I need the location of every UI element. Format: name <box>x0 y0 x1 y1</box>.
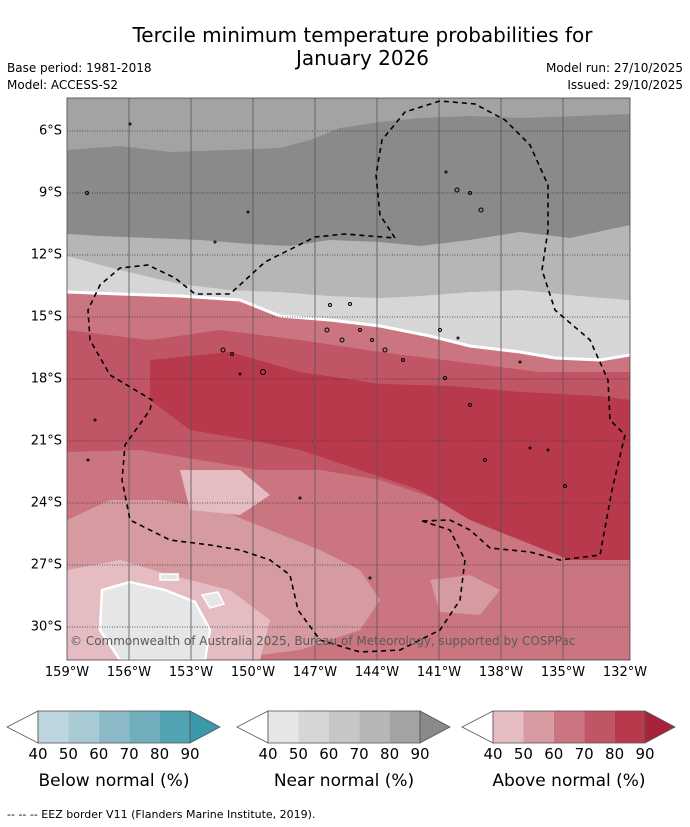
lat-tick: 30°S <box>30 619 62 635</box>
colorbar-above-upper-arrow <box>644 710 676 744</box>
model-run: Model run: 27/10/2025 <box>545 61 683 75</box>
cb-tick: 70 <box>349 745 369 763</box>
base-period: Base period: 1981-2018 <box>7 61 152 75</box>
lon-tick: 159°W <box>44 665 90 680</box>
lon-tick: 150°W <box>230 665 276 680</box>
colorbar-near-lower-arrow <box>236 710 269 744</box>
lon-tick: 135°W <box>540 665 586 680</box>
map-field <box>67 98 630 660</box>
colorbar-above-seg <box>614 711 645 743</box>
issued-date: Issued: 29/10/2025 <box>567 78 683 92</box>
title-line-2: January 2026 <box>295 46 430 70</box>
colorbar-below-seg <box>68 711 99 743</box>
colorbar-near <box>236 710 451 744</box>
colorbar-below-title: Below normal (%) <box>38 771 190 791</box>
above-40-patch <box>180 470 270 515</box>
map-frame <box>66 97 631 661</box>
colorbar-above <box>461 710 676 744</box>
cb-tick: 90 <box>635 745 655 763</box>
map-title: Tercile minimum temperature probabilitie… <box>0 24 690 70</box>
colorbar-below-seg <box>159 711 190 743</box>
copyright-notice: © Commonwealth of Australia 2025, Bureau… <box>70 634 576 648</box>
colorbar-near-seg <box>268 711 299 743</box>
lon-tick: 156°W <box>106 665 152 680</box>
lat-tick: 24°S <box>30 495 62 511</box>
colorbar-above-seg <box>523 711 554 743</box>
colorbar-above-seg <box>553 711 585 743</box>
near-50-band <box>67 256 630 360</box>
colorbar-near-seg <box>328 711 360 743</box>
above-50-patch <box>430 575 500 615</box>
colorbar-below <box>6 710 221 744</box>
colorbar-above-title: Above normal (%) <box>492 771 646 791</box>
colorbar-near-seg <box>359 711 390 743</box>
colorbar-above-seg <box>584 711 615 743</box>
lat-tick: 15°S <box>30 309 62 325</box>
near-70-band <box>67 225 630 300</box>
cb-tick: 90 <box>410 745 430 763</box>
near-normal-pocket <box>98 580 212 660</box>
colorbar-above-seg <box>493 711 524 743</box>
cb-tick: 80 <box>380 745 400 763</box>
colorbar-above-lower-arrow <box>461 710 494 744</box>
colorbar-below-upper-arrow <box>189 710 221 744</box>
colorbar-near-seg <box>389 711 420 743</box>
lat-tick: 18°S <box>30 371 62 387</box>
cb-tick: 70 <box>574 745 594 763</box>
lat-tick: 6°S <box>38 123 62 139</box>
near-90-band <box>67 114 630 246</box>
lat-tick: 12°S <box>30 247 62 263</box>
cb-tick: 50 <box>58 745 78 763</box>
cb-tick: 70 <box>119 745 139 763</box>
lon-tick: 141°W <box>416 665 462 680</box>
cb-tick: 80 <box>150 745 170 763</box>
colorbar-below-seg <box>98 711 130 743</box>
near-normal-speck <box>159 573 179 581</box>
cb-tick: 60 <box>89 745 109 763</box>
eez-borders <box>87 100 626 653</box>
islands <box>85 122 567 580</box>
lat-tick: 27°S <box>30 557 62 573</box>
category-boundary <box>67 290 630 362</box>
lon-tick: 132°W <box>602 665 648 680</box>
cb-tick: 60 <box>319 745 339 763</box>
probability-map <box>66 97 631 661</box>
cb-tick: 40 <box>258 745 278 763</box>
colorbar-below-seg <box>129 711 160 743</box>
near-normal-speck-2 <box>200 591 226 609</box>
eez-footnote: -- -- -- EEZ border V11 (Flanders Marine… <box>7 808 316 821</box>
lon-tick: 153°W <box>168 665 214 680</box>
meta-left: Base period: 1981-2018 Model: ACCESS-S2 <box>7 60 152 94</box>
cb-tick: 50 <box>513 745 533 763</box>
cb-tick: 50 <box>288 745 308 763</box>
meta-right: Model run: 27/10/2025 Issued: 29/10/2025 <box>546 60 683 94</box>
cb-tick: 40 <box>483 745 503 763</box>
colorbar-near-upper-arrow <box>419 710 451 744</box>
cb-tick: 80 <box>605 745 625 763</box>
above-80-band <box>150 352 630 560</box>
colorbar-near-title: Near normal (%) <box>273 771 415 791</box>
colorbar-below-lower-arrow <box>6 710 39 744</box>
meridians <box>128 98 564 660</box>
lat-tick: 21°S <box>30 433 62 449</box>
colorbar-below-seg <box>38 711 69 743</box>
lon-tick: 138°W <box>478 665 524 680</box>
model-name: Model: ACCESS-S2 <box>7 78 119 92</box>
colorbar-near-seg <box>298 711 329 743</box>
lon-tick: 147°W <box>292 665 338 680</box>
cb-tick: 40 <box>28 745 48 763</box>
title-line-1: Tercile minimum temperature probabilitie… <box>132 23 593 47</box>
cb-tick: 60 <box>544 745 564 763</box>
lon-tick: 144°W <box>354 665 400 680</box>
lat-tick: 9°S <box>38 185 62 201</box>
cb-tick: 90 <box>180 745 200 763</box>
colorbars <box>6 710 676 744</box>
